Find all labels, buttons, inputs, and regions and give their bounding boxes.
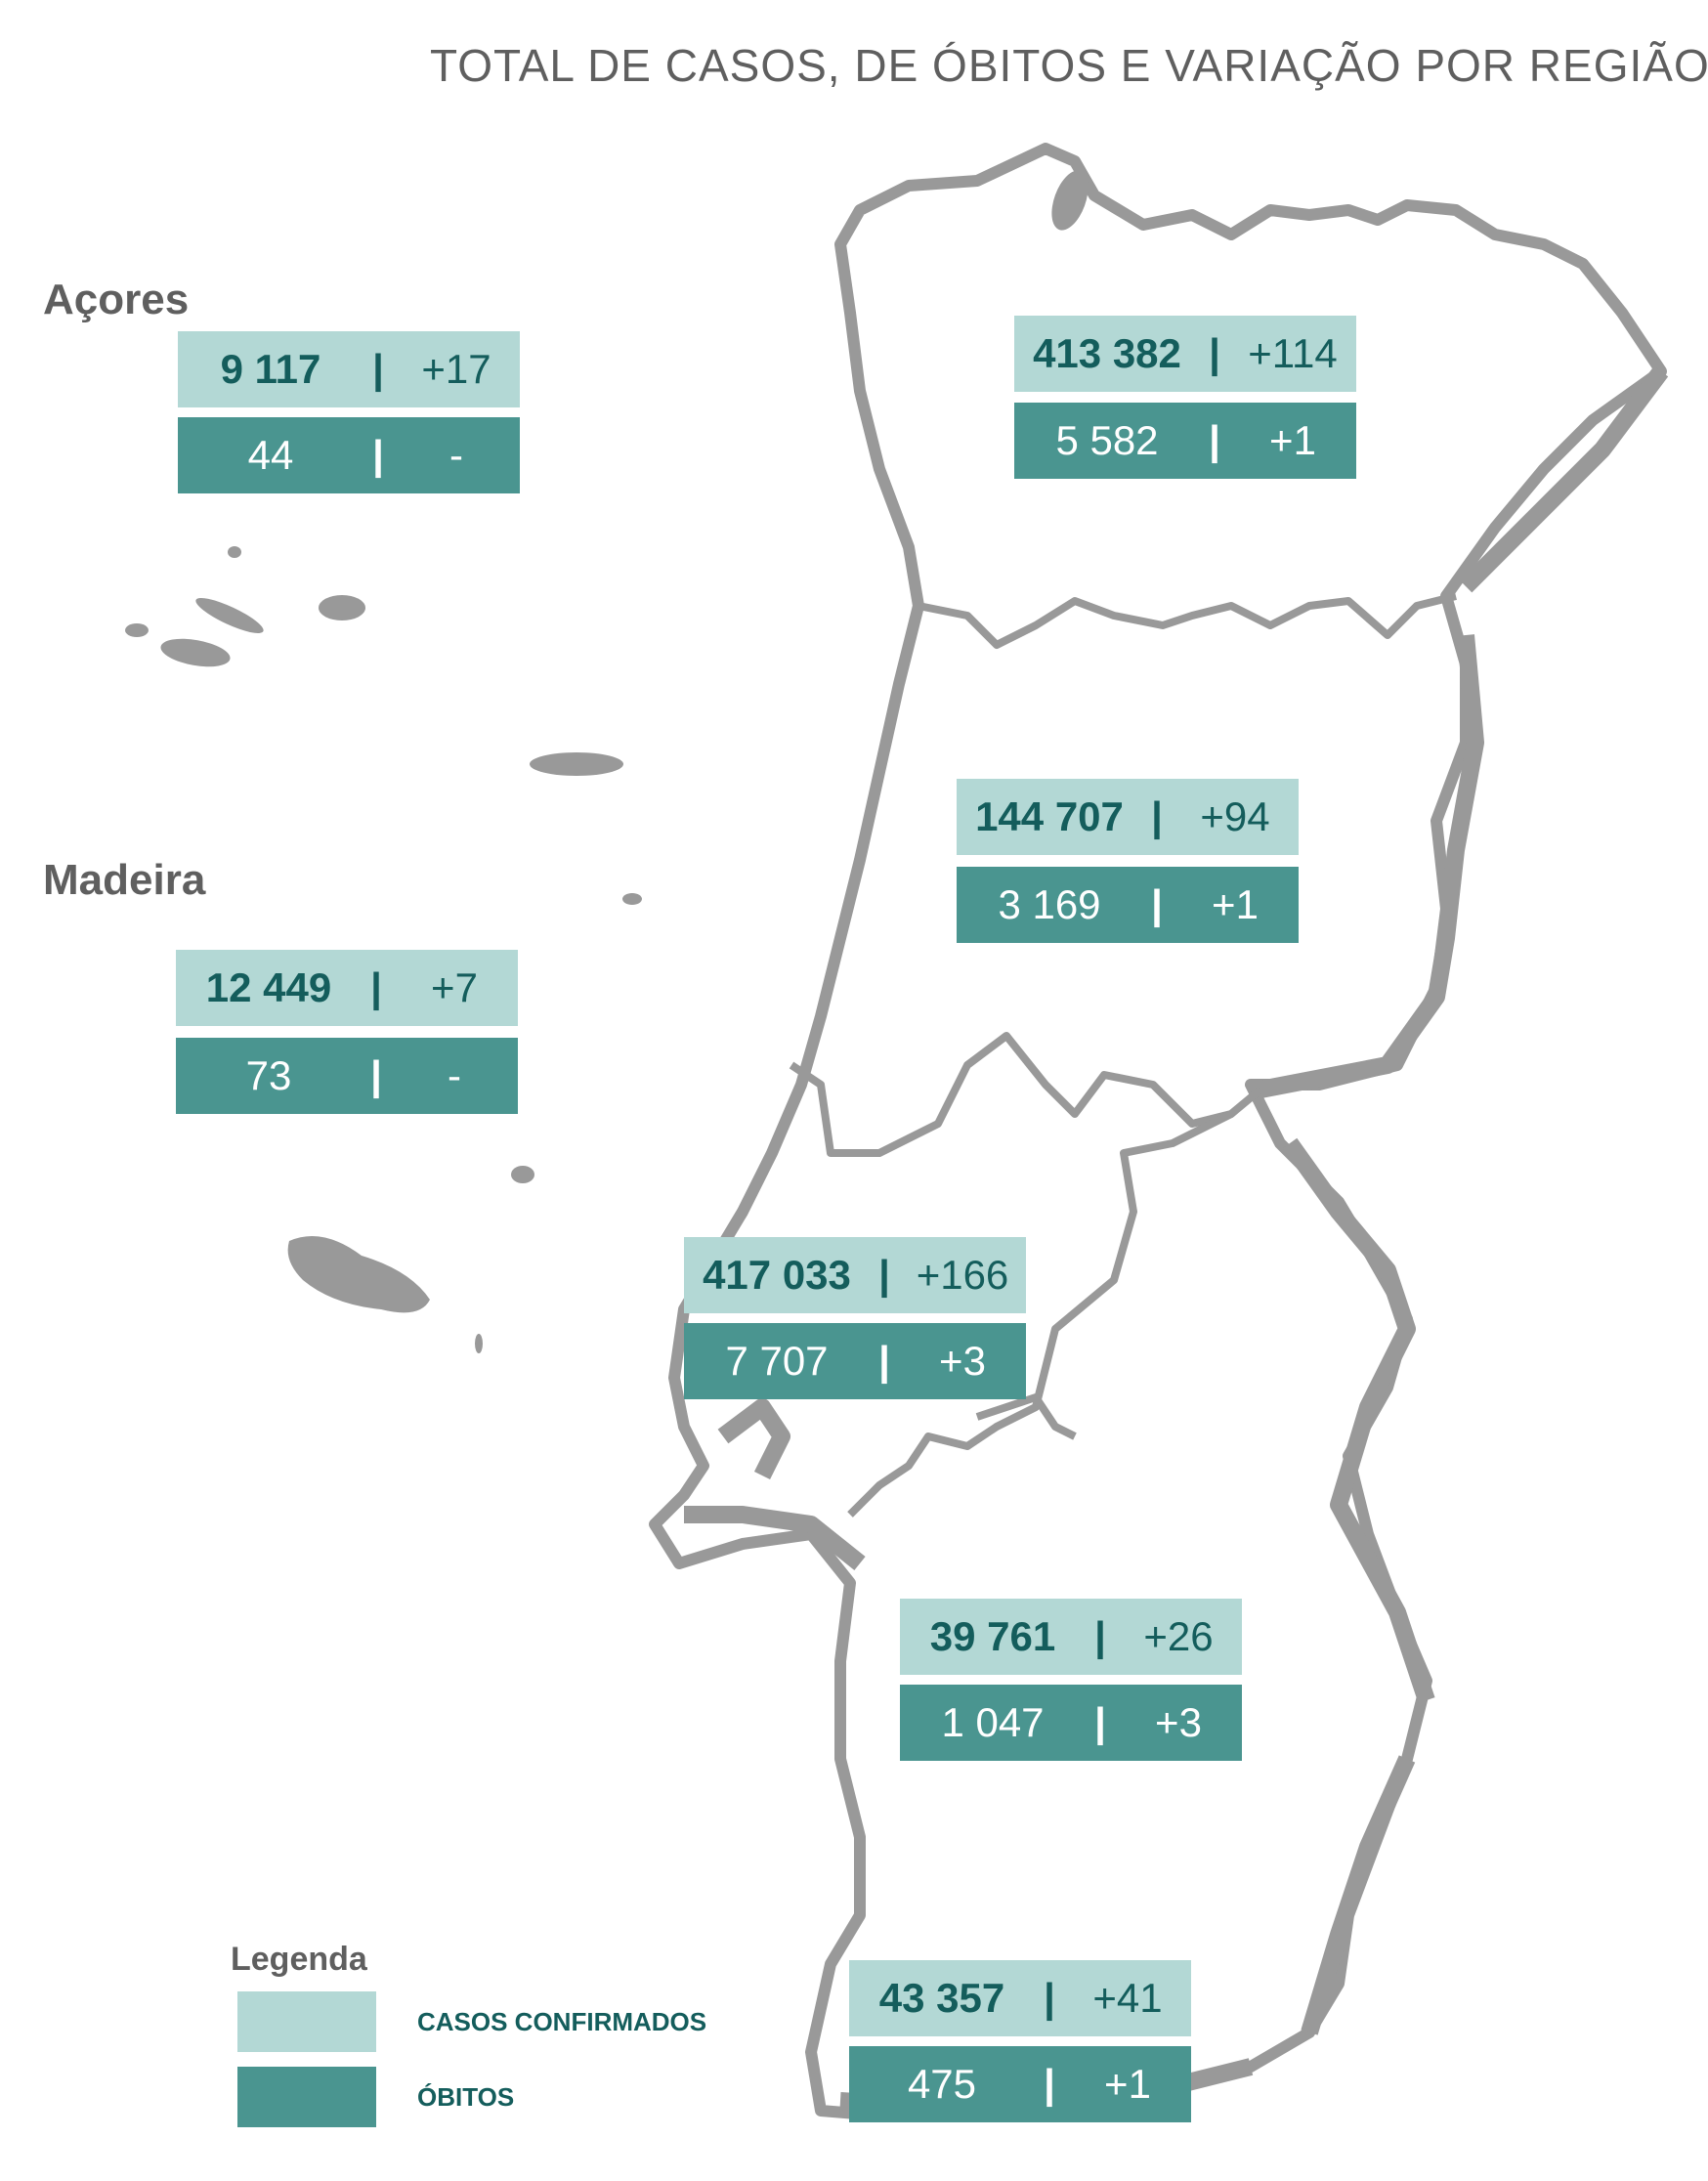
separator: | bbox=[1209, 417, 1220, 463]
cases-total: 39 761 bbox=[929, 1613, 1056, 1659]
cases-variation: +41 bbox=[1092, 1975, 1163, 2021]
deaths-total: 44 bbox=[247, 432, 294, 478]
separator: | bbox=[1094, 1613, 1106, 1659]
deaths-total: 3 169 bbox=[998, 881, 1101, 927]
legend-title: Legenda bbox=[231, 1941, 367, 1978]
cases-variation: +17 bbox=[421, 346, 491, 392]
separator: | bbox=[1151, 793, 1163, 839]
deaths-variation: +1 bbox=[1104, 2061, 1151, 2107]
cases-total: 12 449 bbox=[205, 964, 332, 1010]
region-deaths-alentejo: 1 047 | +3 bbox=[900, 1685, 1242, 1761]
region-deaths-norte: 5 582 | +1 bbox=[1014, 403, 1356, 479]
cases-variation: +7 bbox=[431, 964, 478, 1010]
cases-variation: +166 bbox=[916, 1252, 1009, 1298]
deaths-variation: +3 bbox=[939, 1338, 986, 1384]
cases-total: 144 707 bbox=[975, 793, 1124, 839]
cases-total: 413 382 bbox=[1033, 330, 1181, 376]
region-cases-acores: 9 117 | +17 bbox=[178, 331, 520, 407]
cases-total: 9 117 bbox=[220, 346, 321, 392]
legend-label-deaths: ÓBITOS bbox=[417, 2082, 515, 2112]
deaths-variation: - bbox=[449, 432, 463, 478]
legend-label-cases: CASOS CONFIRMADOS bbox=[417, 2007, 707, 2036]
separator: | bbox=[1151, 881, 1163, 927]
cases-total: 417 033 bbox=[703, 1252, 851, 1298]
region-deaths-madeira: 73 | - bbox=[176, 1038, 518, 1114]
madeira-islands bbox=[287, 1166, 534, 1353]
deaths-total: 5 582 bbox=[1055, 417, 1159, 463]
deaths-variation: - bbox=[448, 1052, 461, 1098]
separator: | bbox=[372, 346, 384, 392]
deaths-variation: +1 bbox=[1212, 881, 1259, 927]
separator: | bbox=[370, 1052, 382, 1098]
region-cases-algarve: 43 357 | +41 bbox=[849, 1960, 1191, 2036]
madeira-label: Madeira bbox=[43, 856, 206, 904]
deaths-total: 475 bbox=[907, 2061, 977, 2107]
region-cases-norte: 413 382 | +114 bbox=[1014, 316, 1356, 392]
region-deaths-algarve: 475 | +1 bbox=[849, 2046, 1191, 2122]
cases-variation: +26 bbox=[1143, 1613, 1214, 1659]
deaths-total: 73 bbox=[245, 1052, 292, 1098]
separator: | bbox=[1209, 330, 1220, 376]
region-deaths-centro: 3 169 | +1 bbox=[957, 867, 1299, 943]
region-deaths-lvt: 7 707 | +3 bbox=[684, 1323, 1026, 1399]
region-borders bbox=[789, 592, 1457, 1518]
separator: | bbox=[370, 964, 382, 1010]
separator: | bbox=[1094, 1699, 1106, 1745]
cases-total: 43 357 bbox=[878, 1975, 1005, 2021]
deaths-variation: +3 bbox=[1155, 1699, 1202, 1745]
separator: | bbox=[372, 432, 384, 478]
azores-islands bbox=[125, 546, 642, 905]
region-cases-madeira: 12 449 | +7 bbox=[176, 950, 518, 1026]
legend-swatch-cases bbox=[237, 1991, 376, 2052]
separator: | bbox=[878, 1338, 890, 1384]
region-cases-alentejo: 39 761 | +26 bbox=[900, 1599, 1242, 1675]
deaths-total: 1 047 bbox=[941, 1699, 1045, 1745]
region-deaths-acores: 44 | - bbox=[178, 417, 520, 493]
deaths-variation: +1 bbox=[1269, 417, 1316, 463]
acores-label: Açores bbox=[43, 276, 190, 323]
separator: | bbox=[1044, 2061, 1055, 2107]
cases-variation: +94 bbox=[1200, 793, 1270, 839]
legend-swatch-deaths bbox=[237, 2067, 376, 2127]
map-title: TOTAL DE CASOS, DE ÓBITOS E VARIAÇÃO POR… bbox=[430, 40, 1708, 91]
cases-variation: +114 bbox=[1248, 330, 1338, 376]
separator: | bbox=[878, 1252, 890, 1298]
region-cases-centro: 144 707 | +94 bbox=[957, 779, 1299, 855]
region-cases-lvt: 417 033 | +166 bbox=[684, 1237, 1026, 1313]
separator: | bbox=[1044, 1975, 1055, 2021]
north-coast-marks bbox=[1051, 170, 1089, 231]
deaths-total: 7 707 bbox=[725, 1338, 829, 1384]
